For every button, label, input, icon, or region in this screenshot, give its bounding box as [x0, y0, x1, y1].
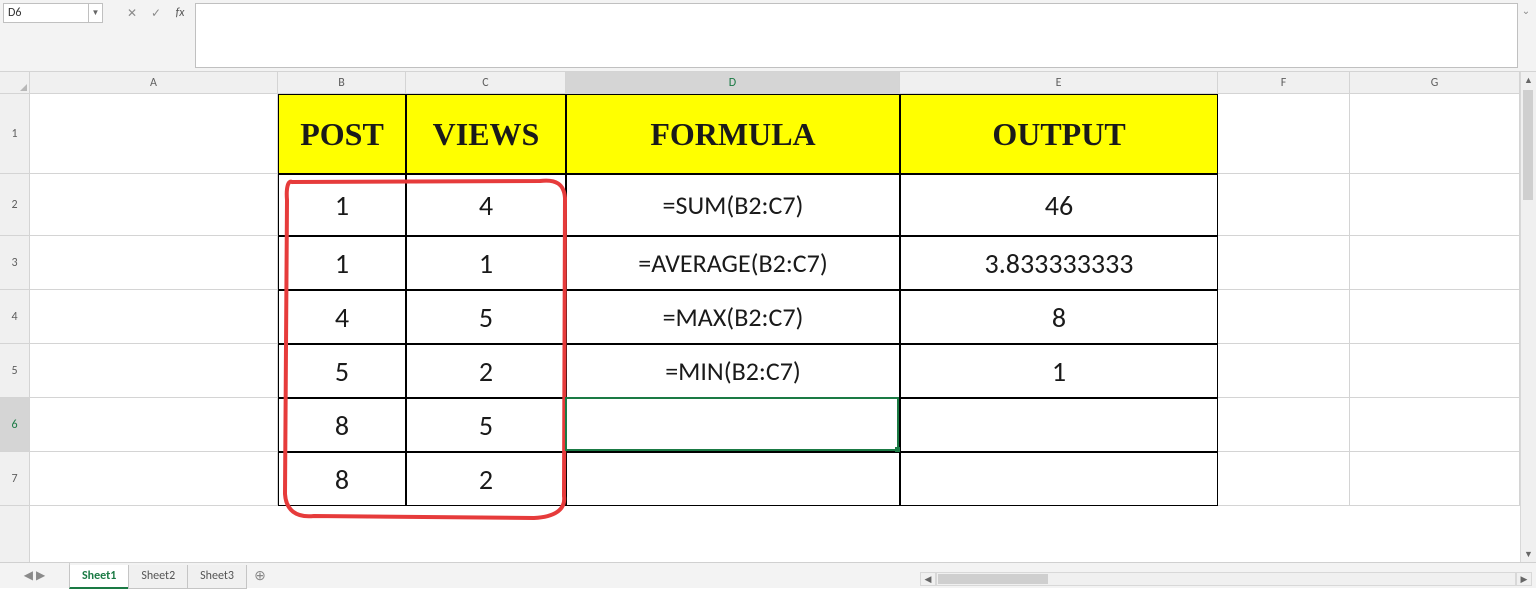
cell-E4[interactable]: 8: [900, 290, 1218, 344]
cell-D7[interactable]: [566, 452, 900, 506]
cells-area[interactable]: POSTVIEWSFORMULAOUTPUT14=SUM(B2:C7)4611=…: [30, 94, 1536, 562]
sheet-tab-sheet3[interactable]: Sheet3: [187, 565, 247, 589]
cell-D3[interactable]: =AVERAGE(B2:C7): [566, 236, 900, 290]
cell-C4[interactable]: 5: [406, 290, 566, 344]
cell-A1[interactable]: [30, 94, 278, 174]
cell-F5[interactable]: [1218, 344, 1350, 398]
cell-G2[interactable]: [1350, 174, 1520, 236]
scroll-right-icon[interactable]: ▶: [1516, 572, 1532, 586]
cell-D1[interactable]: FORMULA: [566, 94, 900, 174]
cell-E7[interactable]: [900, 452, 1218, 506]
cell-G6[interactable]: [1350, 398, 1520, 452]
cell-E5[interactable]: 1: [900, 344, 1218, 398]
cell-F3[interactable]: [1218, 236, 1350, 290]
formula-bar: D6 ▼ ✕ ✓ fx ⌄: [0, 0, 1536, 72]
vertical-scrollbar[interactable]: ▲ ▼: [1520, 72, 1536, 562]
cell-F1[interactable]: [1218, 94, 1350, 174]
cell-A5[interactable]: [30, 344, 278, 398]
cell-B1[interactable]: POST: [278, 94, 406, 174]
cell-D5[interactable]: =MIN(B2:C7): [566, 344, 900, 398]
scroll-down-icon[interactable]: ▼: [1521, 546, 1536, 562]
cell-B3[interactable]: 1: [278, 236, 406, 290]
column-headers: ABCDEFG: [30, 72, 1536, 94]
cell-C2[interactable]: 4: [406, 174, 566, 236]
col-header-B[interactable]: B: [278, 72, 406, 93]
cell-C3[interactable]: 1: [406, 236, 566, 290]
cell-B6[interactable]: 8: [278, 398, 406, 452]
horizontal-scrollbar[interactable]: ◀ ▶: [920, 572, 1532, 586]
cell-C7[interactable]: 2: [406, 452, 566, 506]
cell-A3[interactable]: [30, 236, 278, 290]
row-header-5[interactable]: 5: [0, 344, 29, 398]
cell-C5[interactable]: 2: [406, 344, 566, 398]
cell-C1[interactable]: VIEWS: [406, 94, 566, 174]
cell-D2[interactable]: =SUM(B2:C7): [566, 174, 900, 236]
row-header-7[interactable]: 7: [0, 452, 29, 506]
sheet-tab-strip: ◀ ▶ Sheet1Sheet2Sheet3 ⊕ ◀ ▶: [0, 562, 1536, 588]
name-box[interactable]: D6: [3, 3, 89, 23]
row-header-6[interactable]: 6: [0, 398, 29, 452]
cell-E3[interactable]: 3.833333333: [900, 236, 1218, 290]
cell-F2[interactable]: [1218, 174, 1350, 236]
cell-A4[interactable]: [30, 290, 278, 344]
row-header-4[interactable]: 4: [0, 290, 29, 344]
fx-icon[interactable]: fx: [169, 3, 191, 23]
col-header-A[interactable]: A: [30, 72, 278, 93]
col-header-G[interactable]: G: [1350, 72, 1520, 93]
row-header-3[interactable]: 3: [0, 236, 29, 290]
cell-E2[interactable]: 46: [900, 174, 1218, 236]
col-header-C[interactable]: C: [406, 72, 566, 93]
cell-G7[interactable]: [1350, 452, 1520, 506]
cell-G4[interactable]: [1350, 290, 1520, 344]
cell-F4[interactable]: [1218, 290, 1350, 344]
cell-F7[interactable]: [1218, 452, 1350, 506]
select-all-button[interactable]: [0, 72, 29, 94]
tab-nav-prev-icon[interactable]: ◀: [24, 568, 33, 583]
cell-B7[interactable]: 8: [278, 452, 406, 506]
cell-E1[interactable]: OUTPUT: [900, 94, 1218, 174]
cell-A6[interactable]: [30, 398, 278, 452]
col-header-E[interactable]: E: [900, 72, 1218, 93]
cell-B5[interactable]: 5: [278, 344, 406, 398]
cell-G3[interactable]: [1350, 236, 1520, 290]
cancel-icon[interactable]: ✕: [121, 3, 143, 23]
cell-G5[interactable]: [1350, 344, 1520, 398]
tab-nav-buttons[interactable]: ◀ ▶: [0, 563, 70, 588]
formula-input[interactable]: [195, 3, 1518, 68]
spreadsheet-grid: 1234567 ABCDEFG POSTVIEWSFORMULAOUTPUT14…: [0, 72, 1536, 562]
cell-D4[interactable]: =MAX(B2:C7): [566, 290, 900, 344]
enter-icon[interactable]: ✓: [145, 3, 167, 23]
sheet-tab-sheet2[interactable]: Sheet2: [128, 565, 188, 589]
cell-C6[interactable]: 5: [406, 398, 566, 452]
add-sheet-button[interactable]: ⊕: [247, 567, 273, 584]
cell-B2[interactable]: 1: [278, 174, 406, 236]
cell-B4[interactable]: 4: [278, 290, 406, 344]
scroll-up-icon[interactable]: ▲: [1521, 72, 1536, 88]
name-box-dropdown[interactable]: ▼: [89, 3, 103, 23]
col-header-D[interactable]: D: [566, 72, 900, 93]
scroll-left-icon[interactable]: ◀: [920, 572, 936, 586]
cell-E6[interactable]: [900, 398, 1218, 452]
cell-A2[interactable]: [30, 174, 278, 236]
cell-A7[interactable]: [30, 452, 278, 506]
cell-G1[interactable]: [1350, 94, 1520, 174]
col-header-F[interactable]: F: [1218, 72, 1350, 93]
formula-bar-expand-icon[interactable]: ⌄: [1520, 4, 1532, 16]
row-header-1[interactable]: 1: [0, 94, 29, 174]
cell-D6[interactable]: [566, 398, 900, 452]
tab-nav-next-icon[interactable]: ▶: [36, 568, 45, 583]
row-header-2[interactable]: 2: [0, 174, 29, 236]
row-headers: 1234567: [0, 72, 30, 562]
sheet-tab-sheet1[interactable]: Sheet1: [69, 565, 129, 589]
cell-F6[interactable]: [1218, 398, 1350, 452]
